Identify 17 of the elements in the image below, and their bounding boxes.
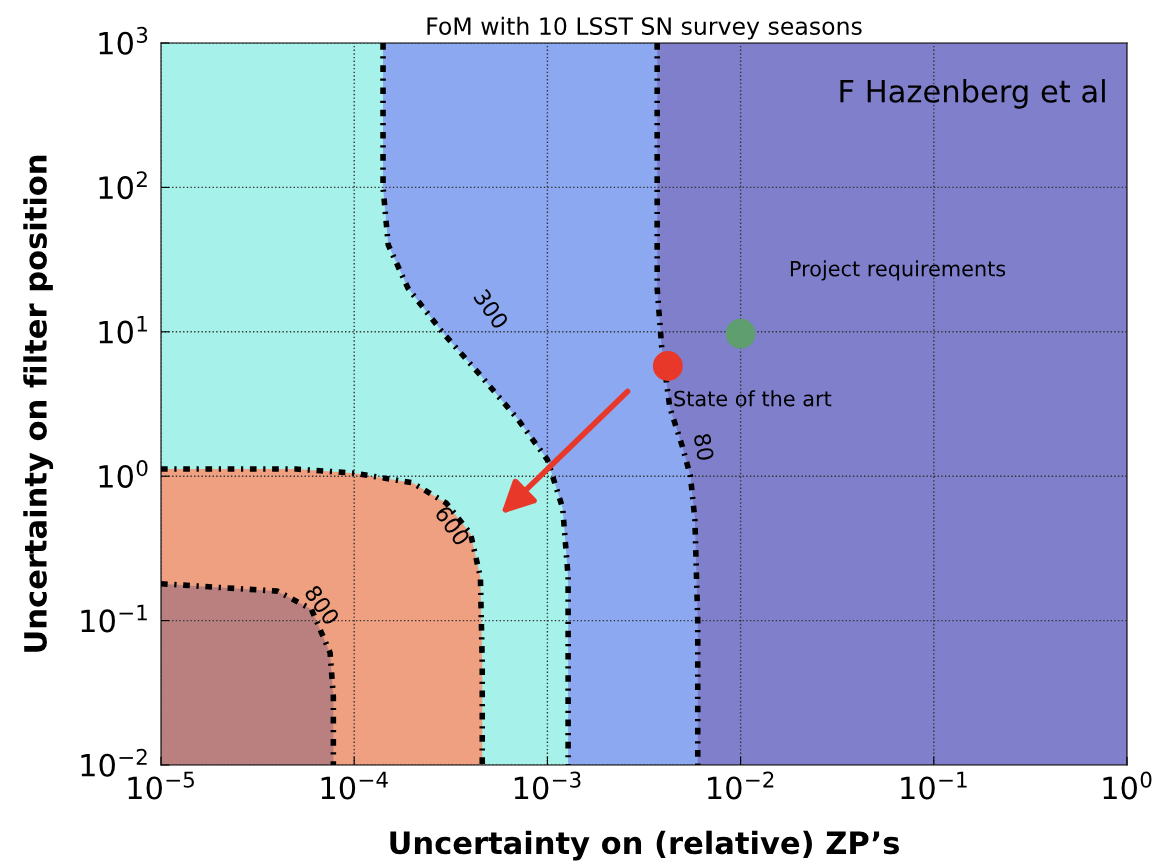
x-tick-label: 10$^{−2}$ <box>708 771 774 800</box>
y-tick-label: 10$^{1}$ <box>99 315 147 344</box>
y-tick-label: 10$^{3}$ <box>99 26 148 55</box>
annotation: F Hazenberg et al <box>840 79 1105 109</box>
x-tick-label: 10$^{0}$ <box>1103 771 1152 800</box>
x-tick-label: 10$^{−4}$ <box>321 771 388 800</box>
y-axis-title: Uncertainty on filter position <box>23 155 54 652</box>
annotation: 80 <box>693 433 715 461</box>
y-tick-label: 10$^{0}$ <box>99 460 148 489</box>
x-axis-title: Uncertainty on (relative) ZP’s <box>390 830 899 861</box>
annotation: Project requirements <box>790 260 1006 281</box>
y-tick-label: 10$^{−1}$ <box>81 604 147 633</box>
chart-title: FoM with 10 LSST SN survey seasons <box>427 16 862 40</box>
y-tick-label: 10$^{2}$ <box>99 171 147 200</box>
x-tick-label: 10$^{−1}$ <box>901 771 967 800</box>
x-tick-label: 10$^{−3}$ <box>514 771 581 800</box>
annotation: State of the art <box>674 390 832 407</box>
